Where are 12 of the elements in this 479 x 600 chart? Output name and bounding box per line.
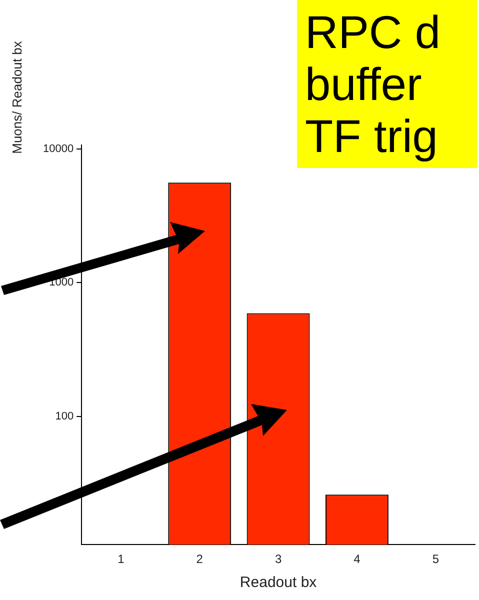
x-axis-title: Readout bx [240, 574, 318, 592]
y-axis-title: Muons/ Readout bx [10, 40, 24, 156]
x-tick-label: 1 [118, 552, 125, 566]
y-tick-label: 10000 [42, 142, 74, 155]
x-tick-label: 5 [432, 552, 440, 566]
annotation: TF trig [305, 110, 438, 162]
x-tick-label: 4 [354, 552, 361, 566]
y-tick-label: 100 [55, 410, 74, 422]
x-tick-label: 2 [196, 552, 204, 566]
text: RPC d [305, 6, 440, 58]
text: buffer [305, 58, 422, 110]
x-tick-label: 3 [274, 552, 282, 566]
